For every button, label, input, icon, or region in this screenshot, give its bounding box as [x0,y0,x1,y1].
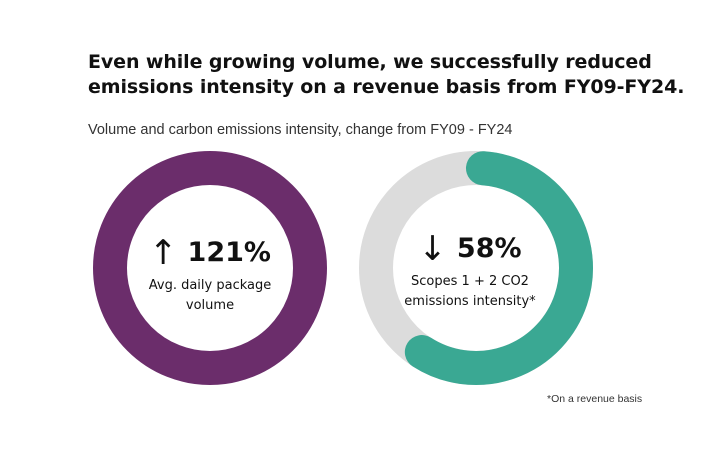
volume-value: 121% [187,237,271,268]
volume-donut [93,151,327,385]
donut-ring-0 [93,151,327,385]
subheadline: Volume and carbon emissions intensity, c… [88,122,513,138]
volume-stat: ↑ 121% Avg. daily package volume [130,234,290,316]
emissions-stat: ↓ 58% Scopes 1 + 2 CO2 emissions intensi… [395,230,545,312]
arrow-down-icon: ↓ [418,229,447,269]
footnote: *On a revenue basis [547,393,643,405]
emissions-value: 58% [456,233,522,264]
volume-label: Avg. daily package volume [148,278,272,313]
emissions-donut [359,151,593,385]
headline: Even while growing volume, we successful… [88,51,685,98]
arrow-up-icon: ↑ [149,233,178,273]
emissions-label: Scopes 1 + 2 CO2 emissions intensity* [404,274,536,309]
donut-segment-1 [404,151,593,385]
